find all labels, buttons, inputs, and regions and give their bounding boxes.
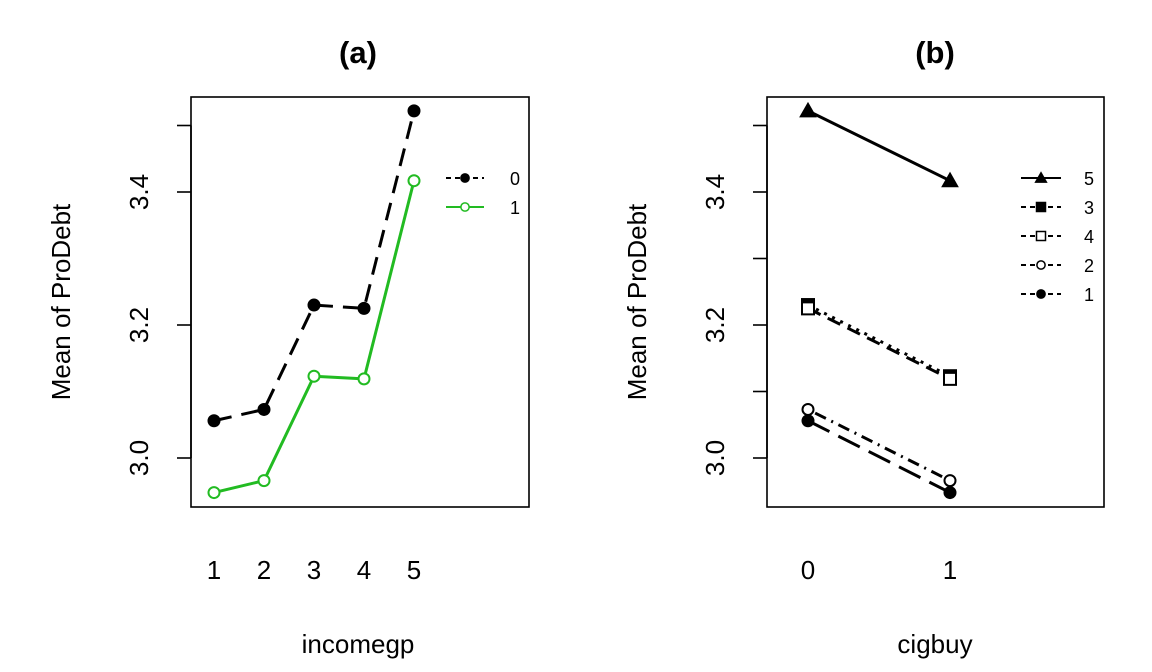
panel-b-legend: 5 3 4 2 1	[1021, 169, 1094, 305]
series-1-point	[801, 414, 815, 428]
panel-b-plot-frame	[766, 96, 1105, 508]
legend-marker	[1035, 230, 1047, 242]
series-4-point	[943, 371, 957, 386]
series-0-point	[307, 298, 321, 312]
y-tick-label: 3.0	[124, 440, 154, 476]
panel-a-series-layer	[207, 104, 421, 500]
series-2-point	[801, 402, 815, 416]
legend-marker	[1036, 289, 1046, 299]
legend-label: 5	[1084, 169, 1094, 189]
legend-entry-5: 5	[1021, 169, 1094, 189]
legend-marker	[1036, 260, 1046, 270]
panel-b-y-axis: 3.0 3.2 3.4	[700, 124, 768, 476]
x-tick-label: 3	[307, 555, 321, 585]
panel-a-x-axis-title: incomegp	[302, 629, 415, 659]
series-4-line	[807, 307, 951, 381]
series-1-point	[943, 486, 957, 500]
panel-a: (a) Mean of ProDebt incomegp 3.0 3.2 3.4 1…	[46, 35, 530, 659]
x-tick-label: 5	[407, 555, 421, 585]
legend-marker	[460, 173, 470, 183]
x-tick-label: 1	[943, 555, 957, 585]
legend-marker	[460, 202, 470, 212]
series-1-line	[807, 419, 951, 494]
series-2-point	[943, 474, 957, 488]
series-1-point	[357, 372, 371, 386]
legend-label: 0	[510, 169, 520, 189]
series-1-line	[213, 180, 416, 495]
panel-a-x-axis: 1 2 3 4 5	[207, 555, 421, 585]
legend-entry-3: 3	[1021, 198, 1094, 218]
panel-a-y-axis: 3.0 3.2 3.4	[124, 124, 192, 476]
panel-a-title: (a)	[339, 35, 377, 70]
series-5	[799, 101, 959, 188]
series-0-point	[407, 104, 421, 118]
panel-a-legend: 01	[446, 169, 520, 218]
series-2	[801, 402, 957, 488]
legend-entry-1: 1	[1021, 285, 1094, 305]
series-5-line	[807, 109, 951, 183]
series-2-line	[807, 408, 951, 482]
series-0	[207, 104, 421, 428]
panel-b-series-layer	[799, 101, 959, 500]
x-tick-label: 2	[257, 555, 271, 585]
series-4-point	[801, 301, 815, 316]
legend-label: 1	[1084, 285, 1094, 305]
panel-b-x-axis-title: cigbuy	[897, 629, 972, 659]
series-0-line	[213, 110, 416, 423]
legend-marker	[1035, 201, 1047, 213]
legend-entry-4: 4	[1021, 227, 1094, 247]
y-tick-label: 3.2	[124, 307, 154, 343]
legend-label: 3	[1084, 198, 1094, 218]
series-5-point	[941, 171, 959, 188]
series-4	[801, 301, 957, 386]
legend-entry-0: 0	[446, 169, 520, 189]
legend-label: 4	[1084, 227, 1094, 247]
series-1-point	[307, 369, 321, 383]
series-0-point	[357, 301, 371, 315]
legend-entry-2: 2	[1021, 256, 1094, 276]
series-1	[801, 414, 957, 500]
x-tick-label: 4	[357, 555, 371, 585]
series-0-point	[207, 414, 221, 428]
x-tick-label: 0	[801, 555, 815, 585]
y-tick-label: 3.2	[700, 307, 730, 343]
panel-a-plot-frame	[190, 96, 530, 508]
series-1-point	[207, 486, 221, 500]
y-tick-label: 3.4	[700, 174, 730, 210]
series-1-point	[407, 174, 421, 188]
x-tick-label: 1	[207, 555, 221, 585]
legend-label: 1	[510, 198, 520, 218]
panel-a-y-axis-title: Mean of ProDebt	[46, 203, 76, 400]
y-tick-label: 3.4	[124, 174, 154, 210]
panel-b-y-axis-title: Mean of ProDebt	[622, 203, 652, 400]
series-0-point	[257, 402, 271, 416]
y-tick-label: 3.0	[700, 440, 730, 476]
series-1	[207, 174, 421, 500]
series-3-line	[807, 303, 951, 378]
panel-b-title: (b)	[915, 35, 955, 70]
series-1-point	[257, 474, 271, 488]
series-5-point	[799, 101, 817, 118]
legend-marker	[1034, 171, 1048, 183]
legend-entry-1: 1	[446, 198, 520, 218]
legend-label: 2	[1084, 256, 1094, 276]
